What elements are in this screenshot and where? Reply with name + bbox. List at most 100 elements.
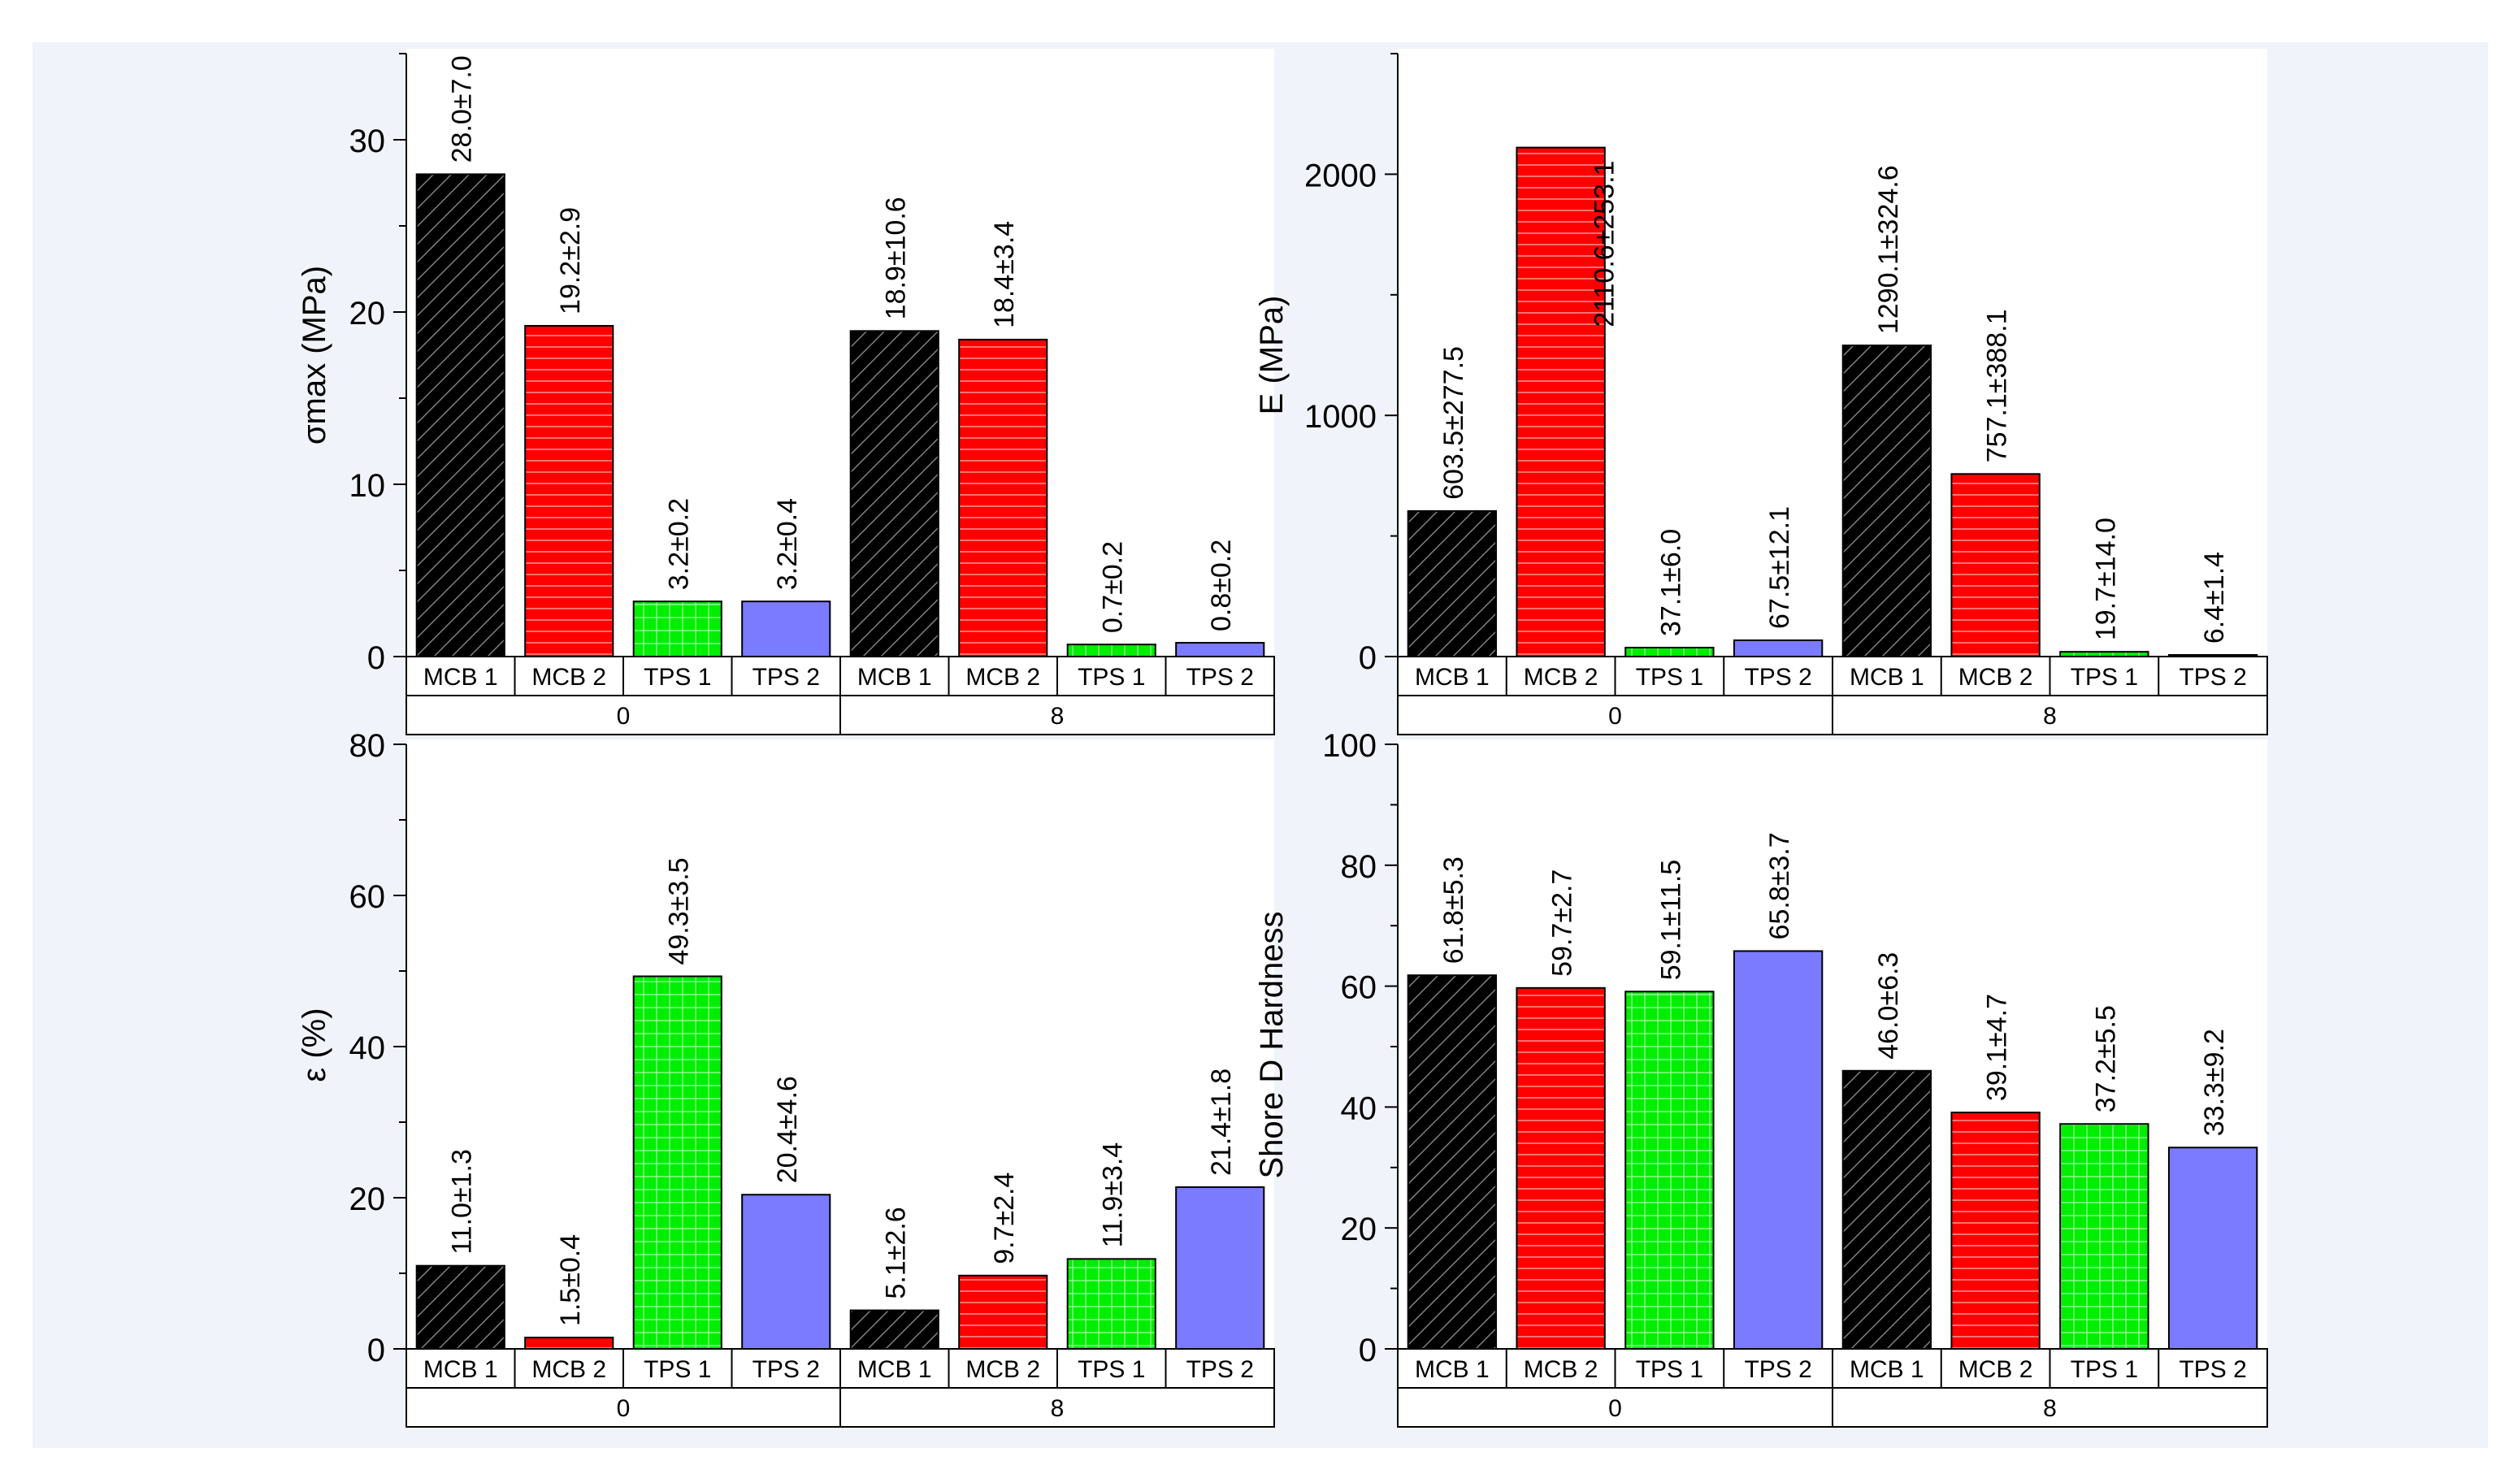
bar-tps-2-group-0 — [1733, 950, 1824, 1350]
data-label: 11.9±3.4 — [1098, 1142, 1129, 1248]
bar-tps-1-group-0 — [632, 600, 722, 657]
bar-mcb-2-group-0 — [1516, 986, 1606, 1350]
x-category-label: MCB 1 — [423, 664, 498, 691]
y-tick-label: 60 — [1341, 970, 1377, 1006]
y-tick-label: 2000 — [1304, 158, 1377, 193]
x-group-label: 8 — [1051, 703, 1065, 730]
y-tick-label: 0 — [1359, 1333, 1377, 1368]
x-category-label: MCB 1 — [857, 1356, 932, 1383]
x-category-label: TPS 2 — [1186, 664, 1254, 691]
panel-strain: 0 20 40 60 80 ε (%) 11.0±1.3 1.5±0.4 49.3±3.5 20.… — [297, 728, 1275, 1428]
y-tick-label: 60 — [349, 879, 386, 915]
data-label: 65.8±3.7 — [1764, 832, 1795, 939]
panel-youngs-modulus: 0 1000 2000 E (MPa) 603.5±277.5 2110.6±253.1 3… — [1254, 49, 2268, 735]
x-category-label: MCB 1 — [423, 1356, 498, 1383]
bar-tps-2-group-8 — [2167, 1147, 2258, 1350]
x-category-label: MCB 1 — [857, 664, 932, 691]
x-category-label: TPS 1 — [1078, 1356, 1145, 1383]
data-label: 61.8±5.3 — [1438, 856, 1469, 964]
data-label: 6.4±1.4 — [2199, 552, 2230, 644]
y-tick-label: 20 — [349, 1181, 386, 1217]
x-category-label: MCB 2 — [1524, 664, 1598, 691]
y-tick-label: 0 — [367, 640, 385, 676]
data-label: 18.9±10.6 — [881, 197, 912, 319]
bar-tps-1-group-8 — [2059, 1123, 2149, 1350]
data-label: 33.3±9.2 — [2199, 1029, 2230, 1136]
bar-mcb-2-group-0 — [1516, 146, 1606, 657]
bar-mcb-1-group-0 — [1407, 974, 1498, 1350]
bar-mcb-1-group-0 — [1407, 509, 1498, 658]
data-label: 3.2±0.2 — [664, 498, 695, 590]
bar-mcb-2-group-0 — [524, 324, 614, 657]
bar-tps-2-group-0 — [741, 1194, 831, 1350]
bar-tps-1-group-0 — [1624, 991, 1715, 1350]
y-tick-label: 1000 — [1304, 399, 1377, 435]
x-category-label: TPS 2 — [1744, 664, 1811, 691]
y-tick-label: 0 — [1359, 640, 1377, 676]
x-group-label: 8 — [2043, 703, 2057, 730]
x-category-label: MCB 2 — [531, 1356, 606, 1383]
data-label: 21.4±1.8 — [1206, 1069, 1237, 1176]
x-category-label: MCB 2 — [531, 664, 606, 691]
data-label: 49.3±3.5 — [664, 857, 695, 965]
y-tick-label: 20 — [349, 296, 386, 332]
bar-mcb-2-group-8 — [958, 1274, 1048, 1350]
y-tick-label: 40 — [349, 1030, 386, 1066]
x-category-label: MCB 2 — [965, 1356, 1040, 1383]
x-category-label: TPS 1 — [644, 1356, 711, 1383]
bar-tps-1-group-8 — [1066, 1258, 1156, 1350]
data-label: 1.5±0.4 — [555, 1234, 586, 1326]
y-tick-label: 100 — [1322, 728, 1377, 764]
bar-mcb-2-group-8 — [1950, 473, 2041, 657]
y-tick-label: 80 — [1341, 849, 1377, 885]
data-label: 1290.1±324.6 — [1873, 165, 1904, 334]
bar-mcb-2-group-8 — [1950, 1112, 2041, 1350]
x-category-label: TPS 2 — [2179, 1356, 2246, 1383]
bar-mcb-2-group-8 — [958, 338, 1048, 657]
x-group-label: 8 — [1051, 1395, 1065, 1422]
x-category-label: MCB 2 — [1958, 664, 2033, 691]
x-category-label: TPS 2 — [2179, 664, 2246, 691]
data-label: 59.1±11.5 — [1655, 860, 1686, 980]
y-tick-label: 10 — [349, 468, 386, 504]
data-label: 37.2±5.5 — [2090, 1005, 2121, 1112]
data-label: 18.4±3.4 — [989, 221, 1020, 328]
data-label: 2110.6±253.1 — [1590, 161, 1620, 327]
x-group-label: 0 — [617, 703, 631, 730]
x-category-label: MCB 1 — [1415, 1356, 1490, 1383]
x-category-label: TPS 1 — [1078, 664, 1145, 691]
panel-sigma-max: 0 10 20 30 σmax (MPa) 28.0±7.0 19.2±2.9 3.2±0.2… — [297, 49, 1275, 735]
x-category-label: MCB 2 — [1524, 1356, 1598, 1383]
y-tick-label: 0 — [367, 1333, 385, 1368]
x-category-label: TPS 2 — [753, 664, 820, 691]
y-tick-label: 20 — [1341, 1212, 1377, 1247]
bar-tps-2-group-0 — [741, 600, 831, 657]
bar-mcb-2-group-0 — [524, 1337, 614, 1350]
bar-mcb-1-group-0 — [415, 173, 505, 657]
y-tick-label: 40 — [1341, 1090, 1377, 1126]
data-label: 39.1±4.7 — [1982, 994, 2013, 1101]
y-axis-label: Shore D Hardness — [1254, 911, 1290, 1178]
bar-mcb-1-group-8 — [1841, 345, 1932, 657]
y-tick-label: 80 — [349, 728, 386, 764]
data-label: 19.7±14.0 — [2090, 518, 2121, 640]
bar-mcb-1-group-0 — [415, 1264, 505, 1350]
x-category-label: MCB 1 — [1850, 1356, 1924, 1383]
y-axis-label: σmax (MPa) — [297, 266, 332, 444]
data-label: 11.0±1.3 — [447, 1149, 478, 1255]
x-category-label: TPS 1 — [2071, 664, 2138, 691]
x-category-label: TPS 1 — [1636, 664, 1703, 691]
bar-tps-1-group-8 — [1066, 644, 1156, 657]
data-label: 37.1±6.0 — [1655, 529, 1686, 636]
x-group-label: 0 — [1608, 1395, 1622, 1422]
bar-mcb-1-group-8 — [1841, 1069, 1932, 1350]
x-category-label: MCB 2 — [1958, 1356, 2033, 1383]
y-axis-label: ε (%) — [297, 1008, 332, 1082]
data-label: 603.5±277.5 — [1438, 346, 1469, 500]
data-label: 3.2±0.4 — [772, 498, 803, 590]
x-category-label: TPS 1 — [2071, 1356, 2138, 1383]
data-label: 757.1±388.1 — [1982, 309, 2013, 462]
x-group-label: 0 — [1608, 703, 1622, 730]
data-label: 20.4±4.6 — [772, 1076, 803, 1183]
